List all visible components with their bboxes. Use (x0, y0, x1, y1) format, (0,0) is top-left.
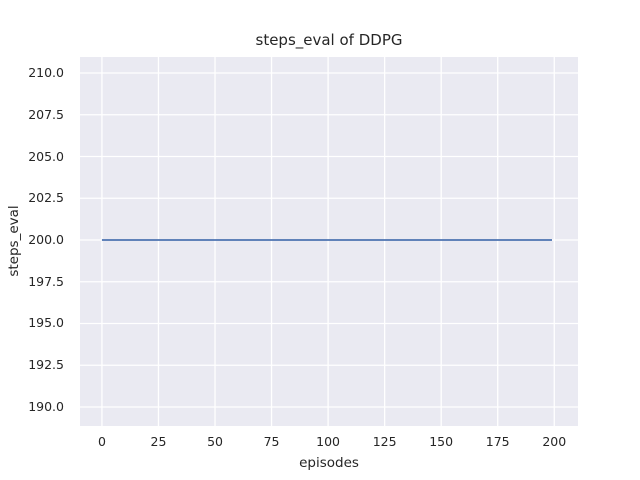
x-tick-label: 200 (542, 434, 567, 449)
y-tick-label: 197.5 (28, 273, 64, 289)
y-tick-label: 207.5 (28, 106, 64, 122)
y-tick-label: 195.0 (28, 315, 64, 331)
chart-title: steps_eval of DDPG (255, 31, 403, 49)
x-tick-label: 0 (97, 434, 106, 449)
y-tick-label: 192.5 (28, 357, 64, 373)
x-tick-label: 75 (263, 434, 280, 449)
x-axis-label: episodes (299, 455, 359, 471)
y-tick-label: 202.5 (28, 190, 64, 206)
x-tick-label: 50 (207, 434, 223, 449)
y-tick-label: 200.0 (28, 231, 64, 247)
y-tick-label: 210.0 (28, 65, 64, 81)
x-tick-label: 150 (429, 434, 454, 449)
y-tick-label: 190.0 (28, 398, 64, 414)
y-tick-label: 205.0 (28, 148, 64, 164)
plot-area (80, 57, 578, 426)
x-tick-label: 25 (150, 434, 167, 449)
x-tick-label: 125 (372, 434, 397, 449)
plot-canvas (80, 57, 578, 426)
x-tick-label: 175 (485, 434, 510, 449)
x-tick-label: 100 (316, 434, 341, 449)
